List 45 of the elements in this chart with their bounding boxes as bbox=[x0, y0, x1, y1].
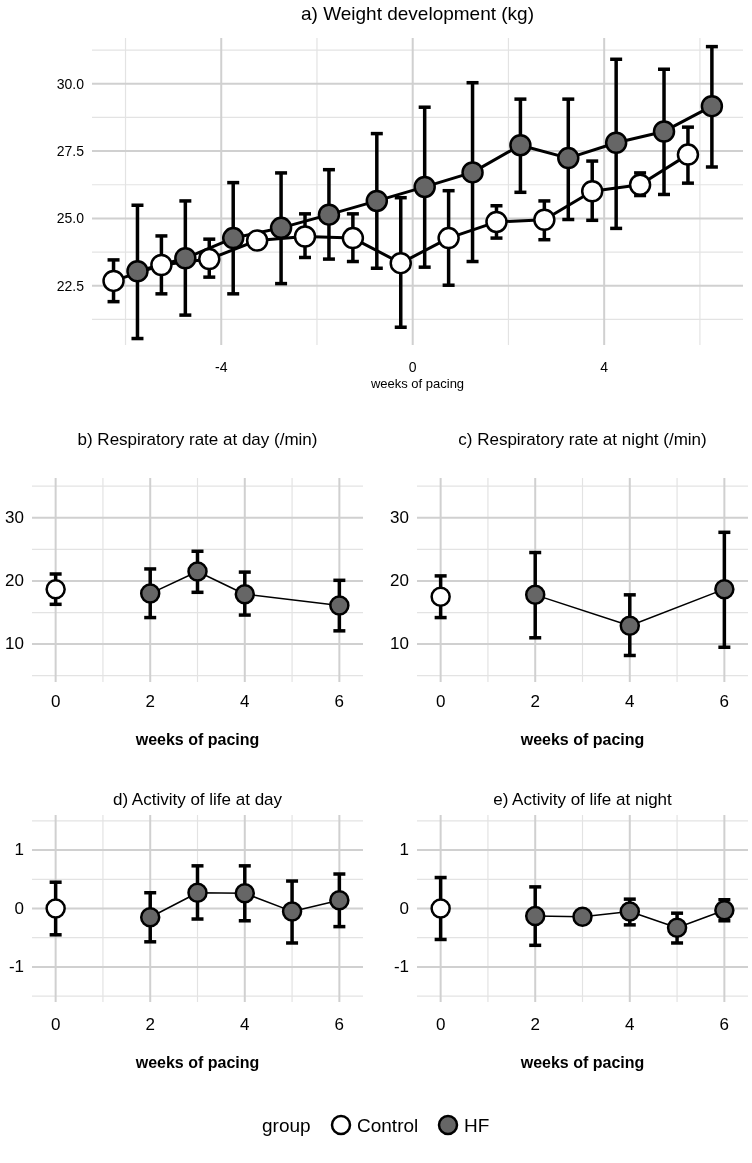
y-tick-label: -1 bbox=[393, 956, 409, 976]
x-tick-label: 0 bbox=[435, 692, 446, 711]
x-tick-label: 2 bbox=[530, 1015, 540, 1034]
x-tick-label: 2 bbox=[145, 692, 155, 711]
x-tick-label: 2 bbox=[145, 1015, 155, 1034]
y-tick-label: 1 bbox=[399, 840, 409, 860]
y-tick-label: 27.5 bbox=[56, 143, 85, 160]
chart-title: a) Weight development (kg) bbox=[300, 3, 535, 24]
x-axis-title: weeks of pacing bbox=[519, 731, 645, 748]
y-tick-label: 0 bbox=[14, 898, 24, 918]
x-tick-label: 6 bbox=[334, 692, 345, 711]
x-axis-title: weeks of pacing bbox=[369, 376, 465, 391]
x-tick-label: 4 bbox=[600, 359, 609, 375]
x-tick-label: 6 bbox=[719, 1015, 730, 1034]
y-tick-label: 0 bbox=[399, 898, 409, 918]
x-tick-label: 4 bbox=[625, 692, 635, 711]
chart-title: d) Activity of life at day bbox=[112, 790, 283, 809]
x-tick-label: -4 bbox=[215, 359, 228, 375]
y-tick-label: 22.5 bbox=[56, 277, 85, 294]
y-tick-label: 1 bbox=[14, 840, 24, 860]
x-tick-label: 4 bbox=[240, 692, 250, 711]
chart-title: c) Respiratory rate at night (/min) bbox=[458, 430, 707, 449]
chart-title: e) Activity of life at night bbox=[493, 790, 673, 809]
y-tick-label: -1 bbox=[8, 956, 24, 976]
x-tick-label: 0 bbox=[435, 1015, 446, 1034]
legend-label: HF bbox=[464, 1115, 490, 1136]
y-tick-label: 20 bbox=[5, 570, 24, 590]
y-tick-label: 30 bbox=[5, 507, 24, 527]
x-tick-label: 4 bbox=[625, 1015, 635, 1034]
x-tick-label: 4 bbox=[240, 1015, 250, 1034]
x-tick-label: 6 bbox=[334, 1015, 345, 1034]
x-axis-title: weeks of pacing bbox=[519, 1054, 645, 1071]
legend-label: Control bbox=[357, 1115, 419, 1136]
x-tick-label: 6 bbox=[719, 692, 730, 711]
y-tick-label: 20 bbox=[390, 570, 409, 590]
chart-title: b) Respiratory rate at day (/min) bbox=[77, 430, 318, 449]
y-tick-label: 30 bbox=[390, 507, 409, 527]
legend-title: group bbox=[262, 1115, 311, 1136]
y-tick-label: 25.0 bbox=[56, 210, 85, 227]
y-tick-label: 10 bbox=[390, 634, 409, 654]
y-tick-label: 30.0 bbox=[56, 75, 85, 92]
x-axis-title: weeks of pacing bbox=[134, 731, 260, 748]
x-axis-title: weeks of pacing bbox=[134, 1054, 260, 1071]
x-tick-label: 2 bbox=[530, 692, 540, 711]
y-tick-label: 10 bbox=[5, 634, 24, 654]
